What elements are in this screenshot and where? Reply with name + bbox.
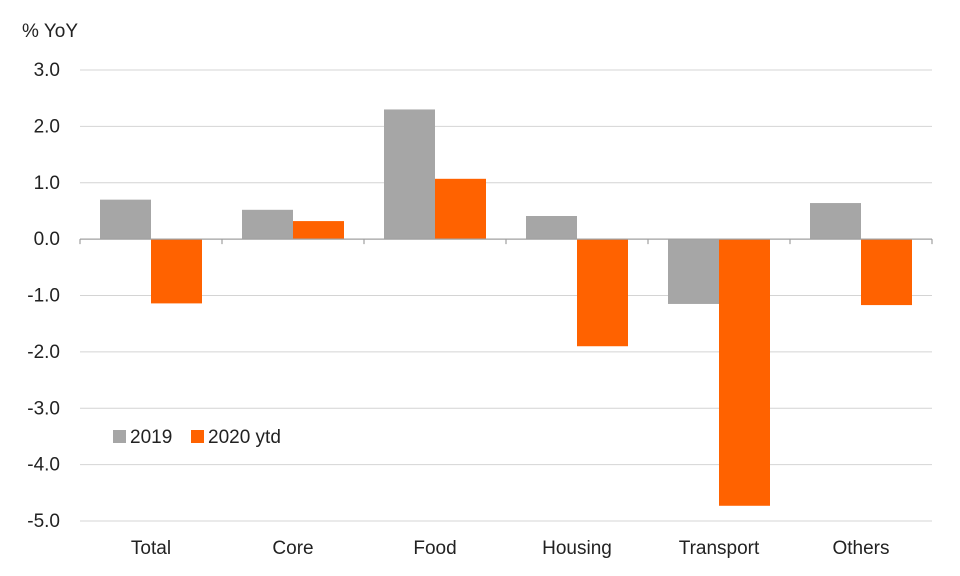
bar-2019-food <box>384 109 435 240</box>
bar-2019-housing <box>526 216 577 240</box>
bar-2020-ytd-housing <box>577 239 628 347</box>
y-tick-label: -2.0 <box>27 342 60 363</box>
category-label: Food <box>413 538 456 559</box>
y-axis-unit-label: % YoY <box>22 21 78 42</box>
category-label: Housing <box>542 538 612 559</box>
category-label: Total <box>131 538 171 559</box>
category-labels: Total Core Food Housing Transport Others <box>131 538 890 559</box>
bar-2019-others <box>810 203 861 240</box>
bar-2019-core <box>242 209 293 240</box>
zero-axis <box>79 238 933 245</box>
bar-2020-ytd-transport <box>719 239 770 506</box>
bar-2020-ytd-core <box>293 221 344 240</box>
gridlines <box>80 69 932 522</box>
legend: 2019 2020 ytd <box>113 427 281 448</box>
y-tick-label: -5.0 <box>27 511 60 532</box>
y-tick-label: 0.0 <box>34 229 60 250</box>
category-label: Core <box>272 538 313 559</box>
y-tick-label: -3.0 <box>27 398 60 419</box>
legend-swatch <box>113 430 126 443</box>
bars <box>100 109 912 506</box>
category-label: Others <box>832 538 889 559</box>
bar-2019-transport <box>668 239 719 304</box>
bar-2020-ytd-food <box>435 178 486 240</box>
category-label: Transport <box>679 538 760 559</box>
y-tick-labels: 3.0 2.0 1.0 0.0 -1.0 -2.0 -3.0 -4.0 -5.0 <box>27 60 60 532</box>
legend-swatch <box>191 430 204 443</box>
legend-label: 2020 ytd <box>208 427 281 448</box>
legend-label: 2019 <box>130 427 172 448</box>
y-tick-label: -4.0 <box>27 455 60 476</box>
bar-2019-total <box>100 199 151 240</box>
bar-2020-ytd-others <box>861 239 912 306</box>
bar-2020-ytd-total <box>151 239 202 304</box>
y-tick-label: 2.0 <box>34 116 60 137</box>
y-tick-label: 1.0 <box>34 173 60 194</box>
y-tick-label: -1.0 <box>27 286 60 307</box>
y-tick-label: 3.0 <box>34 60 60 81</box>
